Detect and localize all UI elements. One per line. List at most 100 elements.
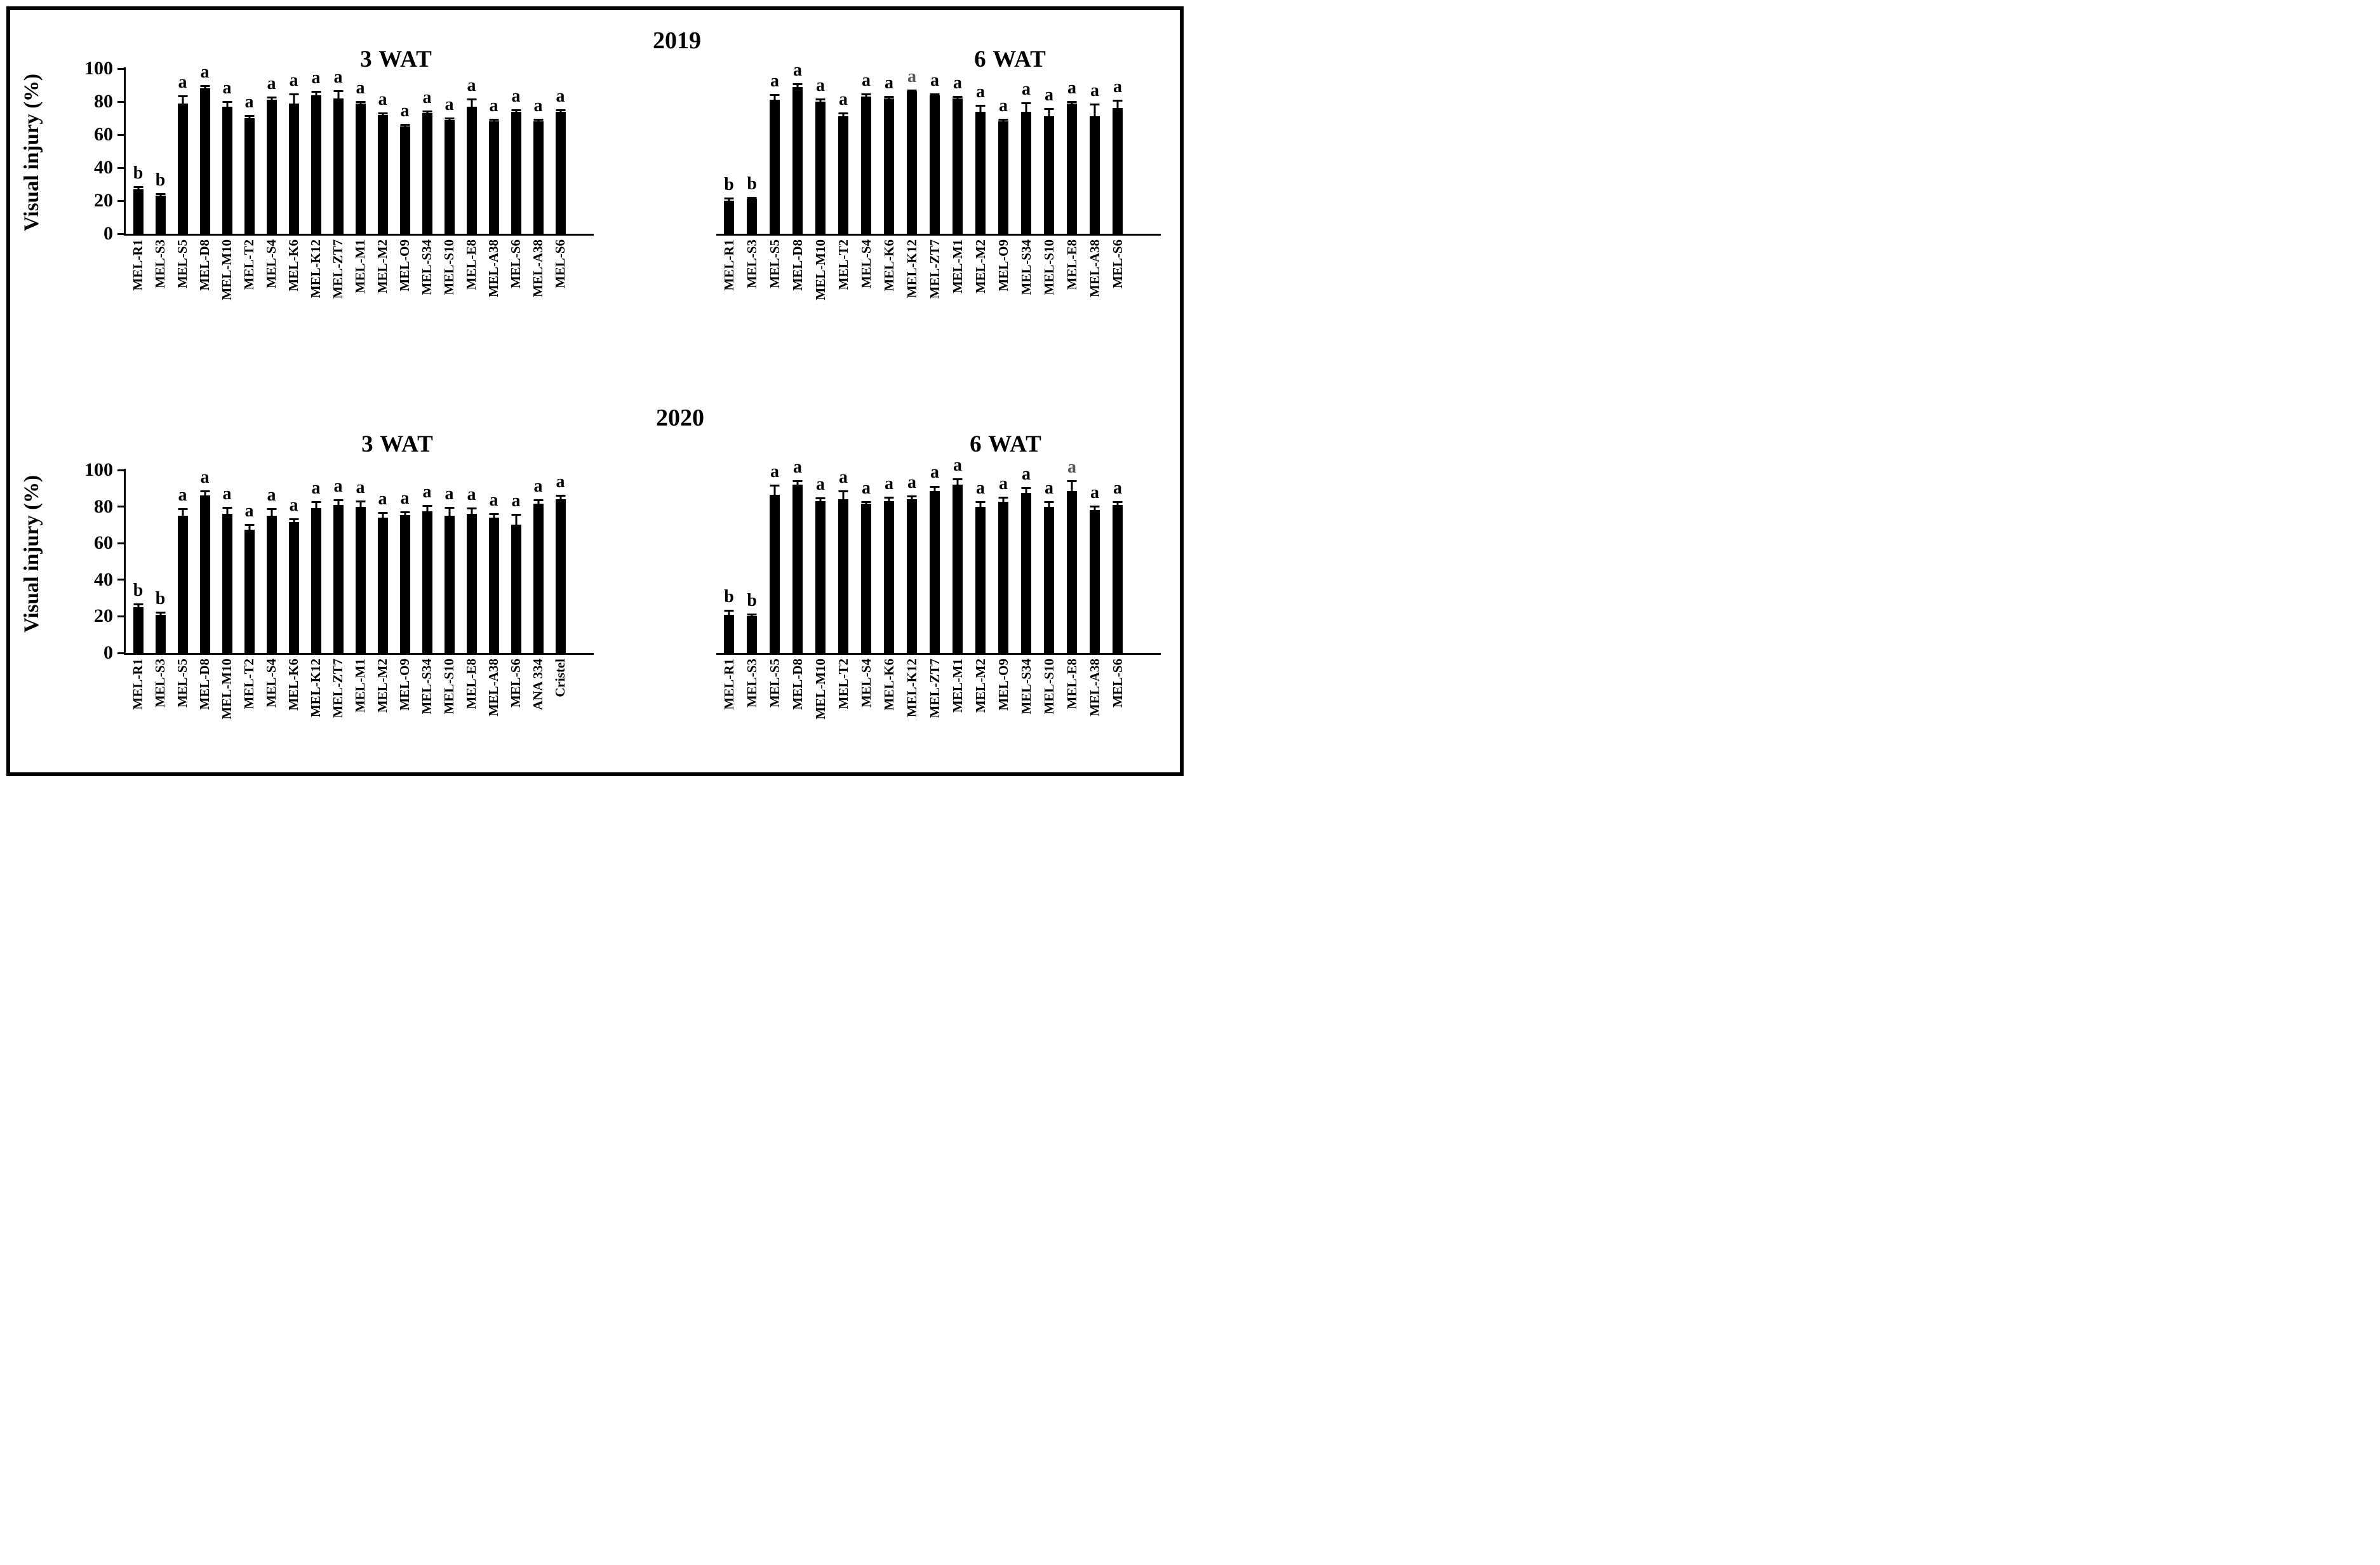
category-label-cell: MEL-D8 xyxy=(194,659,216,735)
bar-group: a xyxy=(1038,69,1060,234)
bar-group: b xyxy=(718,470,740,653)
error-bar xyxy=(156,193,165,196)
sig-letter: a xyxy=(467,485,476,505)
sig-letter: b xyxy=(747,173,757,194)
bar-group: a xyxy=(460,69,483,234)
category-label-cell: MEL-M1 xyxy=(946,659,969,735)
category-label: MEL-S34 xyxy=(419,239,434,295)
bar-group: a xyxy=(394,69,416,234)
error-bar-stem xyxy=(182,508,184,516)
sig-letter: a xyxy=(178,485,187,506)
category-label: MEL-S4 xyxy=(264,239,279,289)
category-label: MEL-S5 xyxy=(766,659,782,708)
category-label: MEL-D8 xyxy=(197,239,212,291)
category-label-cell: MEL-S3 xyxy=(740,239,763,316)
bar-group: a xyxy=(992,69,1015,234)
bar xyxy=(861,504,871,653)
error-bar-stem xyxy=(559,494,561,500)
error-bar-stem xyxy=(426,111,428,114)
bar-group: a xyxy=(923,464,946,653)
category-label-cell: MEL-R1 xyxy=(127,659,149,735)
error-bar-stem xyxy=(1093,103,1096,117)
category-label-cell: MEL-A38 xyxy=(1083,659,1106,735)
error-bar xyxy=(178,508,187,516)
error-bar-stem xyxy=(271,97,272,100)
category-label-cell: MEL-S5 xyxy=(763,239,786,316)
bar xyxy=(770,494,780,653)
category-label: MEL-O9 xyxy=(397,239,412,292)
category-label-cell: MEL-S4 xyxy=(855,239,878,316)
category-label: MEL-S3 xyxy=(744,239,759,289)
y-axis-tick-label: 100 xyxy=(84,58,113,79)
error-bar xyxy=(311,500,321,509)
error-bar-stem xyxy=(515,514,517,525)
error-bar xyxy=(792,83,803,87)
bar xyxy=(155,614,166,653)
y-axis-tick-label: 40 xyxy=(94,568,113,590)
error-bar xyxy=(770,94,780,100)
bar-group: b xyxy=(740,470,763,653)
bar xyxy=(222,514,232,653)
error-bar-stem xyxy=(1071,480,1073,492)
error-bar xyxy=(400,511,410,515)
error-bar xyxy=(1067,100,1077,104)
error-bar xyxy=(200,85,210,89)
bar-group: a xyxy=(1060,458,1083,653)
bar xyxy=(244,118,255,234)
sig-letter: a xyxy=(333,476,343,497)
category-label-cell: MEL-O9 xyxy=(394,659,416,735)
category-label-cell: MEL-S34 xyxy=(1015,239,1038,316)
sig-letter: a xyxy=(356,477,365,497)
x-axis-line xyxy=(124,234,594,236)
category-label: MEL-S4 xyxy=(264,659,279,708)
bar-group: a xyxy=(505,69,527,234)
error-bar-stem xyxy=(226,100,228,107)
category-label-cell: MEL-O9 xyxy=(394,239,416,316)
bar xyxy=(399,126,410,234)
category-label-cell: MEL-M1 xyxy=(946,239,969,316)
error-bar-stem xyxy=(359,500,361,507)
error-bar-stem xyxy=(819,497,822,501)
error-bar-stem xyxy=(337,499,339,505)
category-label: MEL-R1 xyxy=(721,659,737,710)
sig-letter: a xyxy=(793,457,802,477)
bar xyxy=(724,614,734,653)
bar xyxy=(747,199,757,234)
x-axis-line xyxy=(124,653,594,655)
bar-group: a xyxy=(992,470,1015,653)
y-axis-line xyxy=(124,469,126,655)
sig-letter: a xyxy=(511,491,521,511)
bar xyxy=(222,106,232,234)
bar xyxy=(355,103,366,234)
y-axis-tick-label: 20 xyxy=(94,605,113,627)
y-axis-line xyxy=(124,67,126,236)
category-label-cell: MEL-S6 xyxy=(1106,659,1129,735)
error-bar-stem xyxy=(1025,102,1027,112)
error-bar-stem xyxy=(382,512,384,518)
category-label: MEL-ZT7 xyxy=(330,659,345,718)
category-label-cell: MEL-S4 xyxy=(855,659,878,735)
error-bar xyxy=(998,496,1008,502)
error-bar xyxy=(311,91,321,95)
category-label-cell: MEL-S5 xyxy=(763,659,786,735)
sig-letter: a xyxy=(999,473,1008,494)
error-bar-stem xyxy=(911,495,913,500)
category-label: MEL-S5 xyxy=(175,239,190,289)
error-bar-stem xyxy=(728,197,730,201)
bar xyxy=(838,499,848,653)
category-label-cell: MEL-ZT7 xyxy=(923,239,946,316)
error-bar xyxy=(467,98,476,107)
y-axis-tick-label: 0 xyxy=(104,223,113,244)
error-bar xyxy=(467,507,476,514)
category-label-cell: MEL-M1 xyxy=(349,659,371,735)
error-bar-stem xyxy=(773,94,776,100)
bar xyxy=(288,103,299,234)
category-label: MEL-S10 xyxy=(1041,659,1057,715)
error-bar xyxy=(1090,506,1100,511)
category-label-cell: MEL-A38 xyxy=(483,239,505,316)
category-label-cell: MEL-E8 xyxy=(1060,659,1083,735)
sig-letter: a xyxy=(999,96,1008,116)
bar-group: a xyxy=(171,69,194,234)
bar-group: a xyxy=(1015,466,1038,653)
